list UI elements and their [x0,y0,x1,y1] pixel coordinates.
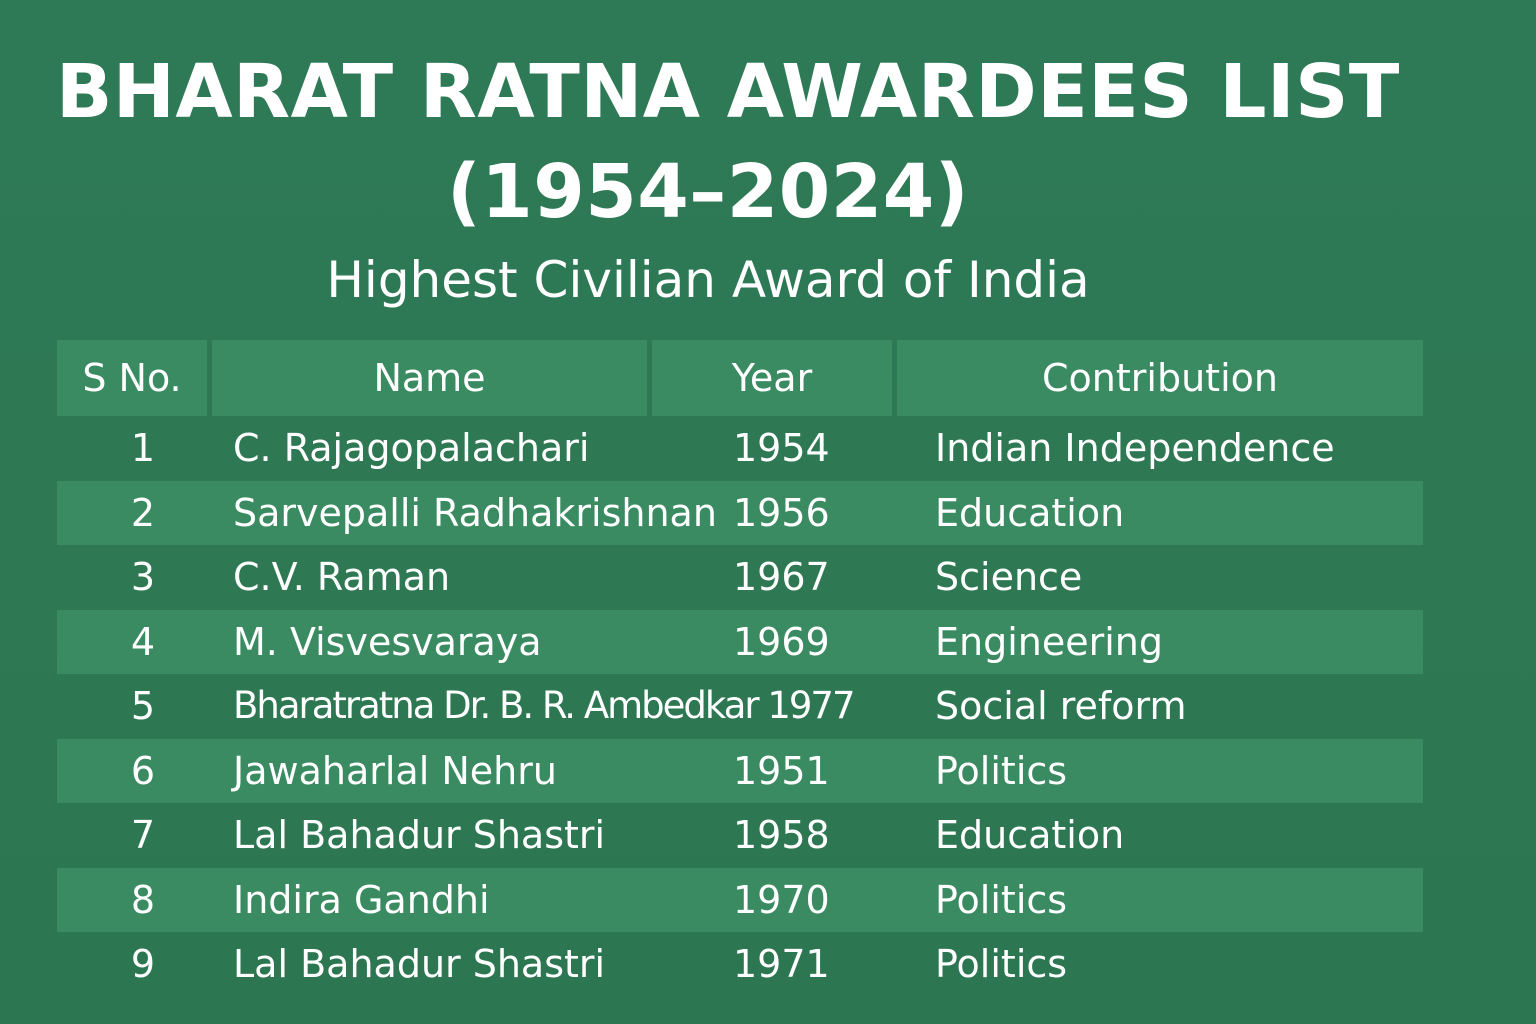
cell-name: C. Rajagopalachari [233,426,590,470]
cell-year: 1971 [733,942,830,986]
cell-sno: 5 [130,684,156,728]
page-subtitle: Highest Civilian Award of India [326,251,1090,309]
cell-sno: 7 [130,813,156,857]
awardees-table: S No. Name Year Contribution 1 C. Rajago… [57,340,1423,997]
cell-year: 1967 [733,555,830,599]
table-row: 7 Lal Bahadur Shastri 1958 Education [57,803,1423,868]
page-title-line2: (1954–2024) [446,149,970,235]
cell-contribution: Politics [935,877,1068,922]
cell-contribution: Education [935,490,1125,535]
cell-sno: 8 [130,877,156,922]
cell-name: M. Visvesvaraya [233,619,542,664]
cell-sno: 3 [130,555,156,599]
cell-year: 1958 [733,813,830,857]
header-sno: S No. [57,340,207,416]
table-row: 1 C. Rajagopalachari 1954 Indian Indepen… [57,416,1423,481]
cell-sno: 9 [130,942,156,986]
table-header-row: S No. Name Year Contribution [57,340,1423,416]
cell-contribution: Indian Independence [935,426,1335,470]
cell-contribution: Social reform [935,684,1187,728]
table-row: 9 Lal Bahadur Shastri 1971 Politics [57,932,1423,997]
cell-sno: 1 [130,426,156,470]
cell-name: Lal Bahadur Shastri [233,813,606,857]
cell-contribution: Science [935,555,1083,599]
cell-name: Lal Bahadur Shastri [233,942,606,986]
page-title-line1: BHARAT RATNA AWARDEES LIST [56,49,1400,135]
cell-contribution: Politics [935,748,1068,793]
cell-year: 1954 [733,426,830,470]
cell-year: 1970 [733,877,830,922]
cell-sno: 6 [130,748,156,793]
table-row: 6 Jawaharlal Nehru 1951 Politics [57,738,1423,803]
cell-contribution: Engineering [935,619,1163,664]
cell-year: 1951 [733,748,830,793]
cell-year: 1956 [733,490,830,535]
table-row: 5 Bharatratna Dr. B. R. Ambedkar 1977 So… [57,674,1423,739]
table-row: 4 M. Visvesvaraya 1969 Engineering [57,609,1423,674]
table-row: 2 Sarvepalli Radhakrishnan 1956 Educatio… [57,480,1423,545]
header-name: Name [212,340,647,416]
cell-sno: 2 [130,490,156,535]
cell-name: Bharatratna Dr. B. R. Ambedkar 1977 [233,684,855,727]
cell-year: 1969 [733,619,830,664]
table-row: 3 C.V. Raman 1967 Science [57,545,1423,610]
cell-name: Sarvepalli Radhakrishnan [233,490,717,535]
cell-sno: 4 [130,619,156,664]
cell-name: Jawaharlal Nehru [233,748,557,793]
cell-contribution: Politics [935,942,1068,986]
cell-name: Indira Gandhi [233,877,490,922]
cell-name: C.V. Raman [233,555,451,599]
cell-contribution: Education [935,813,1125,857]
page-title: BHARAT RATNA AWARDEES LIST (1954–2024) [0,42,1416,242]
header-year: Year [652,340,892,416]
header-contribution: Contribution [897,340,1423,416]
table-row: 8 Indira Gandhi 1970 Politics [57,867,1423,932]
